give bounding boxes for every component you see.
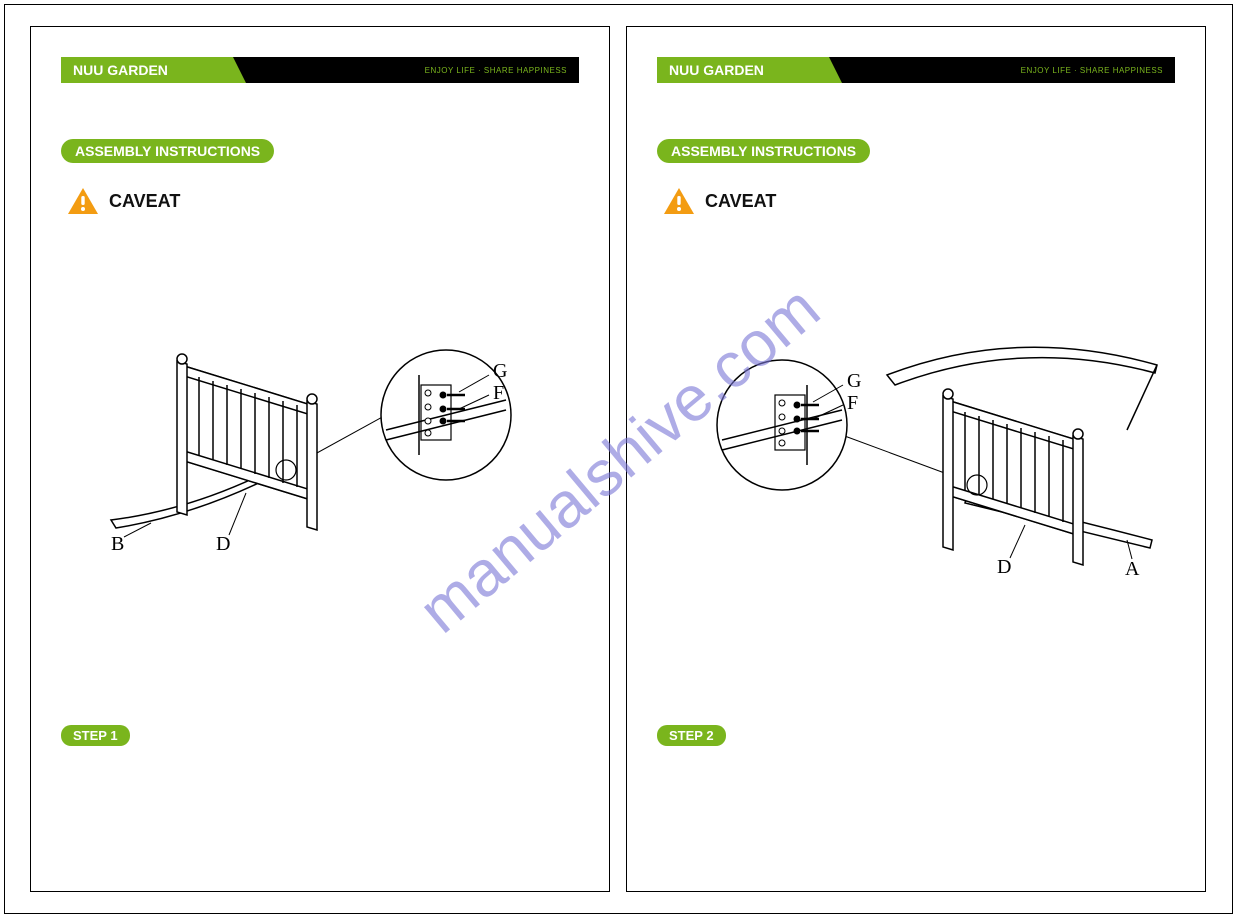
label-G-1: G [493,360,507,382]
brand-text: NUU GARDEN [73,62,168,78]
warning-icon-2 [663,187,695,215]
label-B: B [111,533,124,555]
caveat-label-2: CAVEAT [705,191,776,212]
label-F-1: F [493,382,504,404]
warning-icon [67,187,99,215]
step-2-pill: STEP 2 [657,725,726,746]
tagline-text: ENJOY LIFE · SHARE HAPPINESS [425,66,567,75]
step-1-pill: STEP 1 [61,725,130,746]
diagram-step-2: G F D A [657,315,1175,655]
label-F-2: F [847,392,858,414]
label-D-2: D [997,556,1011,578]
label-G-2: G [847,370,861,392]
tagline-text-2: ENJOY LIFE · SHARE HAPPINESS [1021,66,1163,75]
brand-block-2: NUU GARDEN [657,57,829,83]
page-left: NUU GARDEN ENJOY LIFE · SHARE HAPPINESS … [30,26,610,892]
caveat-label: CAVEAT [109,191,180,212]
section-title-pill-2: ASSEMBLY INSTRUCTIONS [657,139,870,163]
label-A: A [1125,558,1140,580]
header-bar-2: NUU GARDEN ENJOY LIFE · SHARE HAPPINESS [657,57,1175,83]
section-title-pill: ASSEMBLY INSTRUCTIONS [61,139,274,163]
header-bar: NUU GARDEN ENJOY LIFE · SHARE HAPPINESS [61,57,579,83]
label-D-1: D [216,533,230,555]
page-right: NUU GARDEN ENJOY LIFE · SHARE HAPPINESS … [626,26,1206,892]
brand-block: NUU GARDEN [61,57,233,83]
diagram-step-1: B D G F [61,315,579,655]
caveat-row: CAVEAT [61,187,579,215]
tagline-block-2: ENJOY LIFE · SHARE HAPPINESS [829,57,1175,83]
brand-text-2: NUU GARDEN [669,62,764,78]
caveat-row-2: CAVEAT [657,187,1175,215]
tagline-block: ENJOY LIFE · SHARE HAPPINESS [233,57,579,83]
